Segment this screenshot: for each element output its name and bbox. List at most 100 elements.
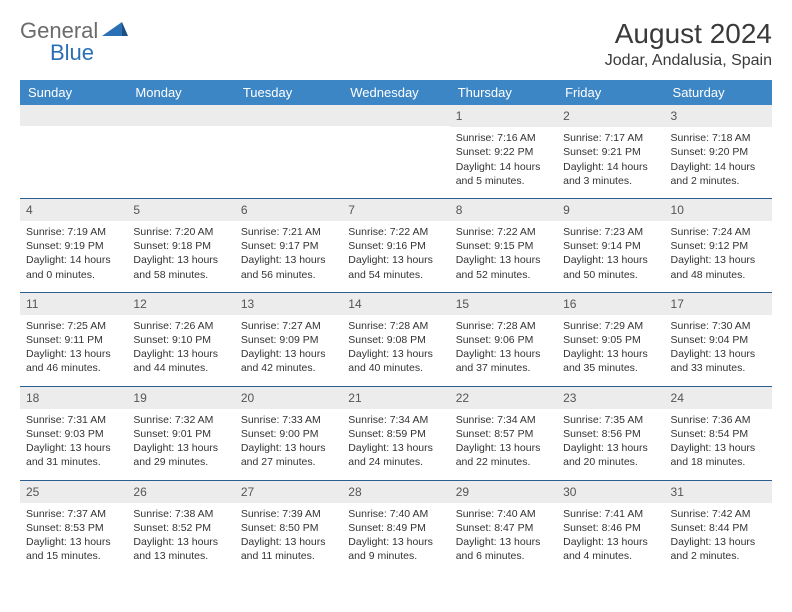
day-content [20, 126, 127, 184]
sunset-text: Sunset: 8:52 PM [133, 521, 228, 535]
sunrise-text: Sunrise: 7:32 AM [133, 413, 228, 427]
sunrise-text: Sunrise: 7:31 AM [26, 413, 121, 427]
sunrise-text: Sunrise: 7:25 AM [26, 319, 121, 333]
calendar-day-cell: 17Sunrise: 7:30 AMSunset: 9:04 PMDayligh… [665, 292, 772, 386]
day-content: Sunrise: 7:16 AMSunset: 9:22 PMDaylight:… [450, 127, 557, 198]
col-wednesday: Wednesday [342, 80, 449, 105]
daylight-text: Daylight: 14 hours and 2 minutes. [671, 160, 766, 188]
day-content: Sunrise: 7:39 AMSunset: 8:50 PMDaylight:… [235, 503, 342, 574]
calendar-day-cell: 13Sunrise: 7:27 AMSunset: 9:09 PMDayligh… [235, 292, 342, 386]
daylight-text: Daylight: 13 hours and 13 minutes. [133, 535, 228, 563]
sunrise-text: Sunrise: 7:40 AM [456, 507, 551, 521]
sunrise-text: Sunrise: 7:30 AM [671, 319, 766, 333]
sunset-text: Sunset: 8:54 PM [671, 427, 766, 441]
day-content: Sunrise: 7:27 AMSunset: 9:09 PMDaylight:… [235, 315, 342, 386]
logo: General Blue [20, 18, 128, 66]
col-sunday: Sunday [20, 80, 127, 105]
day-number: 9 [557, 199, 664, 221]
calendar-day-cell [342, 105, 449, 198]
daylight-text: Daylight: 13 hours and 52 minutes. [456, 253, 551, 281]
calendar-week-row: 1Sunrise: 7:16 AMSunset: 9:22 PMDaylight… [20, 105, 772, 198]
sunrise-text: Sunrise: 7:19 AM [26, 225, 121, 239]
sunrise-text: Sunrise: 7:23 AM [563, 225, 658, 239]
daylight-text: Daylight: 13 hours and 31 minutes. [26, 441, 121, 469]
col-friday: Friday [557, 80, 664, 105]
sunrise-text: Sunrise: 7:29 AM [563, 319, 658, 333]
calendar-day-cell: 9Sunrise: 7:23 AMSunset: 9:14 PMDaylight… [557, 198, 664, 292]
sunrise-text: Sunrise: 7:22 AM [456, 225, 551, 239]
day-content: Sunrise: 7:23 AMSunset: 9:14 PMDaylight:… [557, 221, 664, 292]
page-title: August 2024 [605, 18, 772, 50]
calendar-day-cell: 5Sunrise: 7:20 AMSunset: 9:18 PMDaylight… [127, 198, 234, 292]
day-content: Sunrise: 7:38 AMSunset: 8:52 PMDaylight:… [127, 503, 234, 574]
daylight-text: Daylight: 13 hours and 9 minutes. [348, 535, 443, 563]
sunrise-text: Sunrise: 7:28 AM [348, 319, 443, 333]
calendar-day-cell: 19Sunrise: 7:32 AMSunset: 9:01 PMDayligh… [127, 386, 234, 480]
calendar-week-row: 11Sunrise: 7:25 AMSunset: 9:11 PMDayligh… [20, 292, 772, 386]
calendar-day-cell: 15Sunrise: 7:28 AMSunset: 9:06 PMDayligh… [450, 292, 557, 386]
day-content [127, 126, 234, 184]
day-number: 7 [342, 199, 449, 221]
day-number: 11 [20, 293, 127, 315]
daylight-text: Daylight: 14 hours and 3 minutes. [563, 160, 658, 188]
calendar-day-cell: 26Sunrise: 7:38 AMSunset: 8:52 PMDayligh… [127, 480, 234, 573]
sunset-text: Sunset: 8:44 PM [671, 521, 766, 535]
daylight-text: Daylight: 13 hours and 46 minutes. [26, 347, 121, 375]
daylight-text: Daylight: 13 hours and 22 minutes. [456, 441, 551, 469]
sunrise-text: Sunrise: 7:21 AM [241, 225, 336, 239]
daylight-text: Daylight: 13 hours and 48 minutes. [671, 253, 766, 281]
calendar-day-cell: 10Sunrise: 7:24 AMSunset: 9:12 PMDayligh… [665, 198, 772, 292]
day-content: Sunrise: 7:21 AMSunset: 9:17 PMDaylight:… [235, 221, 342, 292]
sunset-text: Sunset: 9:12 PM [671, 239, 766, 253]
col-saturday: Saturday [665, 80, 772, 105]
calendar-day-cell: 31Sunrise: 7:42 AMSunset: 8:44 PMDayligh… [665, 480, 772, 573]
sunrise-text: Sunrise: 7:20 AM [133, 225, 228, 239]
sunrise-text: Sunrise: 7:42 AM [671, 507, 766, 521]
calendar-day-cell: 27Sunrise: 7:39 AMSunset: 8:50 PMDayligh… [235, 480, 342, 573]
day-number: 4 [20, 199, 127, 221]
calendar-day-cell: 8Sunrise: 7:22 AMSunset: 9:15 PMDaylight… [450, 198, 557, 292]
day-number: 22 [450, 387, 557, 409]
day-number: 12 [127, 293, 234, 315]
day-content: Sunrise: 7:41 AMSunset: 8:46 PMDaylight:… [557, 503, 664, 574]
day-number: 29 [450, 481, 557, 503]
title-block: August 2024 Jodar, Andalusia, Spain [605, 18, 772, 70]
sunset-text: Sunset: 9:10 PM [133, 333, 228, 347]
day-number: 6 [235, 199, 342, 221]
sunset-text: Sunset: 8:59 PM [348, 427, 443, 441]
day-content: Sunrise: 7:35 AMSunset: 8:56 PMDaylight:… [557, 409, 664, 480]
daylight-text: Daylight: 13 hours and 54 minutes. [348, 253, 443, 281]
sunrise-text: Sunrise: 7:41 AM [563, 507, 658, 521]
calendar-table: Sunday Monday Tuesday Wednesday Thursday… [20, 80, 772, 573]
sunrise-text: Sunrise: 7:36 AM [671, 413, 766, 427]
logo-text-blue: Blue [50, 40, 128, 66]
daylight-text: Daylight: 13 hours and 56 minutes. [241, 253, 336, 281]
sunrise-text: Sunrise: 7:16 AM [456, 131, 551, 145]
calendar-day-cell: 14Sunrise: 7:28 AMSunset: 9:08 PMDayligh… [342, 292, 449, 386]
sunrise-text: Sunrise: 7:26 AM [133, 319, 228, 333]
day-number: 1 [450, 105, 557, 127]
day-content [235, 126, 342, 184]
calendar-week-row: 25Sunrise: 7:37 AMSunset: 8:53 PMDayligh… [20, 480, 772, 573]
day-content: Sunrise: 7:25 AMSunset: 9:11 PMDaylight:… [20, 315, 127, 386]
calendar-day-cell [235, 105, 342, 198]
day-number: 30 [557, 481, 664, 503]
day-number: 31 [665, 481, 772, 503]
calendar-day-cell: 24Sunrise: 7:36 AMSunset: 8:54 PMDayligh… [665, 386, 772, 480]
sunset-text: Sunset: 8:47 PM [456, 521, 551, 535]
daylight-text: Daylight: 13 hours and 15 minutes. [26, 535, 121, 563]
calendar-week-row: 4Sunrise: 7:19 AMSunset: 9:19 PMDaylight… [20, 198, 772, 292]
daylight-text: Daylight: 13 hours and 6 minutes. [456, 535, 551, 563]
calendar-day-cell: 25Sunrise: 7:37 AMSunset: 8:53 PMDayligh… [20, 480, 127, 573]
sunset-text: Sunset: 8:57 PM [456, 427, 551, 441]
calendar-day-cell: 21Sunrise: 7:34 AMSunset: 8:59 PMDayligh… [342, 386, 449, 480]
day-number: 20 [235, 387, 342, 409]
col-thursday: Thursday [450, 80, 557, 105]
calendar-day-cell: 11Sunrise: 7:25 AMSunset: 9:11 PMDayligh… [20, 292, 127, 386]
sunset-text: Sunset: 8:53 PM [26, 521, 121, 535]
sunset-text: Sunset: 9:16 PM [348, 239, 443, 253]
sunset-text: Sunset: 8:46 PM [563, 521, 658, 535]
daylight-text: Daylight: 14 hours and 5 minutes. [456, 160, 551, 188]
sunset-text: Sunset: 9:14 PM [563, 239, 658, 253]
day-number: 3 [665, 105, 772, 127]
